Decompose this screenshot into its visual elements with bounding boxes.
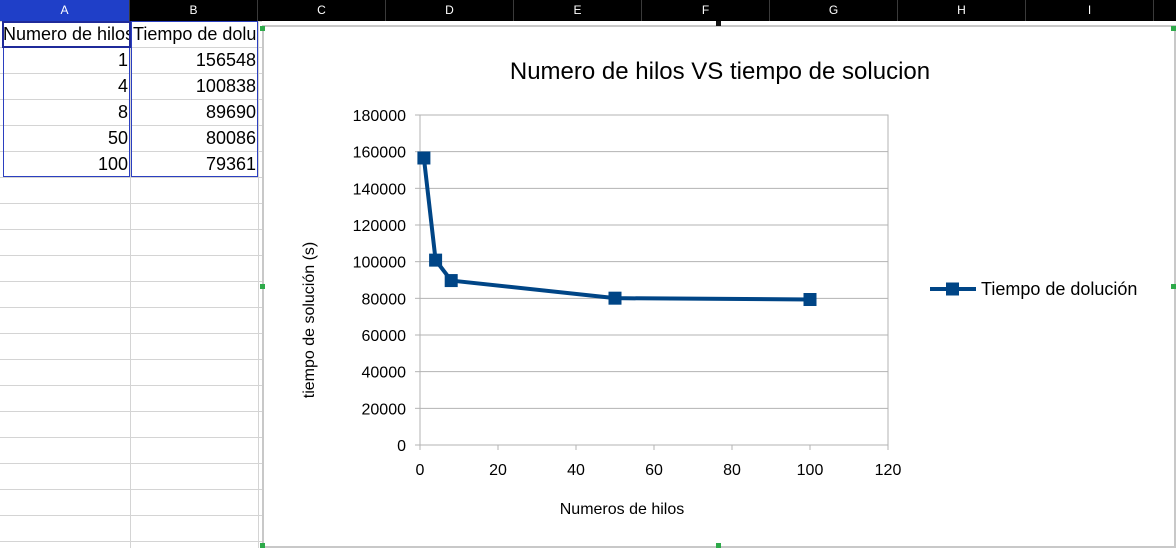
cell-b4[interactable]: 89690 [205,102,256,122]
data-point-marker [608,291,622,305]
line-chart[interactable]: Numero de hilos VS tiempo de solucion Nu… [264,27,1174,546]
y-tick-label: 80000 [362,291,407,308]
resize-handle[interactable] [260,543,265,548]
legend-marker [946,282,959,296]
column-header-i[interactable]: I [1026,0,1154,21]
row-gridline [0,177,262,178]
y-tick-label: 120000 [353,218,406,235]
data-point-marker [444,274,458,288]
column-header-a[interactable]: A [0,0,130,21]
cell-b5[interactable]: 80086 [205,128,256,148]
column-header-h[interactable]: H [898,0,1026,21]
column-gridline [258,21,259,548]
column-header-f[interactable]: F [642,0,770,21]
plot-area: 0 20000 40000 60000 80000 100000 120000 140000 1… [353,108,902,479]
row-gridline [0,307,262,308]
resize-handle[interactable] [716,21,721,26]
resize-handle[interactable] [716,543,721,548]
resize-handle[interactable] [1171,26,1176,31]
column-header-d[interactable]: D [386,0,514,21]
resize-handle[interactable] [260,26,265,31]
x-tick-label: 40 [567,462,585,479]
row-gridline [0,255,262,256]
row-gridline [0,359,262,360]
legend-label: Tiempo de dolución [981,279,1137,299]
data-point-marker [417,151,431,165]
plot-border [419,114,889,446]
cell-b6[interactable]: 79361 [205,154,256,174]
row-gridline [0,203,262,204]
series-line [421,157,811,302]
y-tick-label: 0 [397,438,406,455]
chart-object[interactable]: Numero de hilos VS tiempo de solucion Nu… [262,25,1176,548]
row-gridline [0,385,262,386]
x-tick-label: 80 [723,462,741,479]
x-axis-label: Numeros de hilos [560,501,685,518]
cell-b1[interactable]: Tiempo de dolución [133,24,258,44]
cell-b3[interactable]: 100838 [195,76,256,96]
chart-title: Numero de hilos VS tiempo de solucion [510,58,930,85]
y-tick-label: 20000 [362,401,407,418]
x-tick-label: 20 [489,462,507,479]
y-tick-label: 180000 [353,108,406,125]
y-tick-label: 140000 [353,181,406,198]
column-header-e[interactable]: E [514,0,642,21]
row-gridline [0,229,262,230]
cell-a4[interactable]: 8 [117,102,128,122]
cell-a3[interactable]: 4 [117,76,128,96]
x-tick-label: 120 [875,462,902,479]
row-gridline [0,463,262,464]
y-tick-label: 100000 [353,255,406,272]
y-axis-label: tiempo de solución (s) [301,242,318,399]
x-tick-label: 0 [416,462,425,479]
x-tick-label: 100 [797,462,824,479]
column-header-c[interactable]: C [258,0,386,21]
cell-a6[interactable]: 100 [97,154,128,174]
y-tick-label: 60000 [362,328,407,345]
x-tick-label: 60 [645,462,663,479]
y-tick-label: 40000 [362,365,407,382]
column-header-g[interactable]: G [770,0,898,21]
cell-b2[interactable]: 156548 [195,50,256,70]
row-gridline [0,515,262,516]
cell-a1[interactable]: Numero de hilos [3,24,130,44]
row-gridline [0,333,262,334]
column-gridline [130,21,131,548]
row-gridline [0,411,262,412]
data-point-marker [429,253,443,267]
cell-a5[interactable]: 50 [107,128,128,148]
data-point-marker [803,293,817,307]
legend: Tiempo de dolución [930,279,1137,299]
resize-handle[interactable] [1171,284,1176,289]
row-gridline [0,281,262,282]
cell-a2[interactable]: 1 [117,50,128,70]
row-gridline [0,437,262,438]
row-gridline [0,541,262,542]
resize-handle[interactable] [260,284,265,289]
column-header-b[interactable]: B [130,0,258,21]
y-tick-label: 160000 [353,145,406,162]
row-gridline [0,489,262,490]
